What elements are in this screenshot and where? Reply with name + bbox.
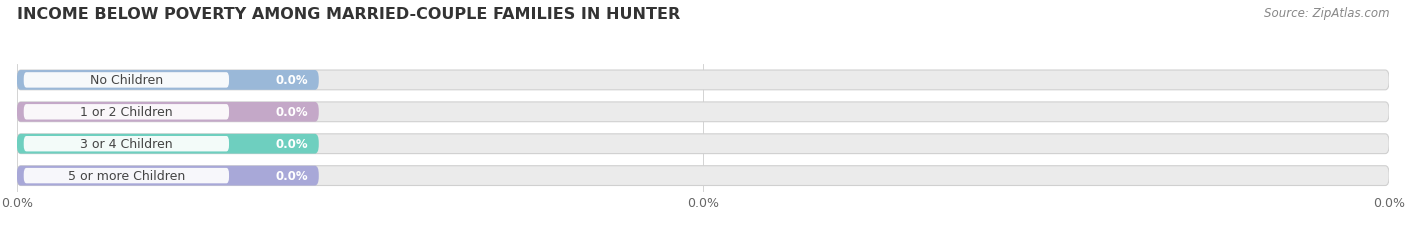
Text: Source: ZipAtlas.com: Source: ZipAtlas.com [1264, 7, 1389, 20]
Text: No Children: No Children [90, 74, 163, 87]
FancyBboxPatch shape [17, 71, 1389, 90]
FancyBboxPatch shape [24, 73, 229, 88]
FancyBboxPatch shape [17, 103, 319, 122]
Text: INCOME BELOW POVERTY AMONG MARRIED-COUPLE FAMILIES IN HUNTER: INCOME BELOW POVERTY AMONG MARRIED-COUPL… [17, 7, 681, 22]
FancyBboxPatch shape [24, 105, 229, 120]
FancyBboxPatch shape [17, 103, 1389, 122]
Text: 0.0%: 0.0% [276, 169, 308, 182]
FancyBboxPatch shape [17, 71, 319, 90]
Text: 0.0%: 0.0% [276, 106, 308, 119]
Text: 0.0%: 0.0% [276, 138, 308, 151]
FancyBboxPatch shape [17, 134, 1389, 154]
Text: 3 or 4 Children: 3 or 4 Children [80, 138, 173, 151]
FancyBboxPatch shape [17, 134, 319, 154]
FancyBboxPatch shape [24, 168, 229, 183]
FancyBboxPatch shape [17, 166, 319, 186]
Text: 0.0%: 0.0% [276, 74, 308, 87]
FancyBboxPatch shape [24, 137, 229, 152]
Text: 5 or more Children: 5 or more Children [67, 169, 186, 182]
Text: 1 or 2 Children: 1 or 2 Children [80, 106, 173, 119]
FancyBboxPatch shape [17, 166, 1389, 186]
